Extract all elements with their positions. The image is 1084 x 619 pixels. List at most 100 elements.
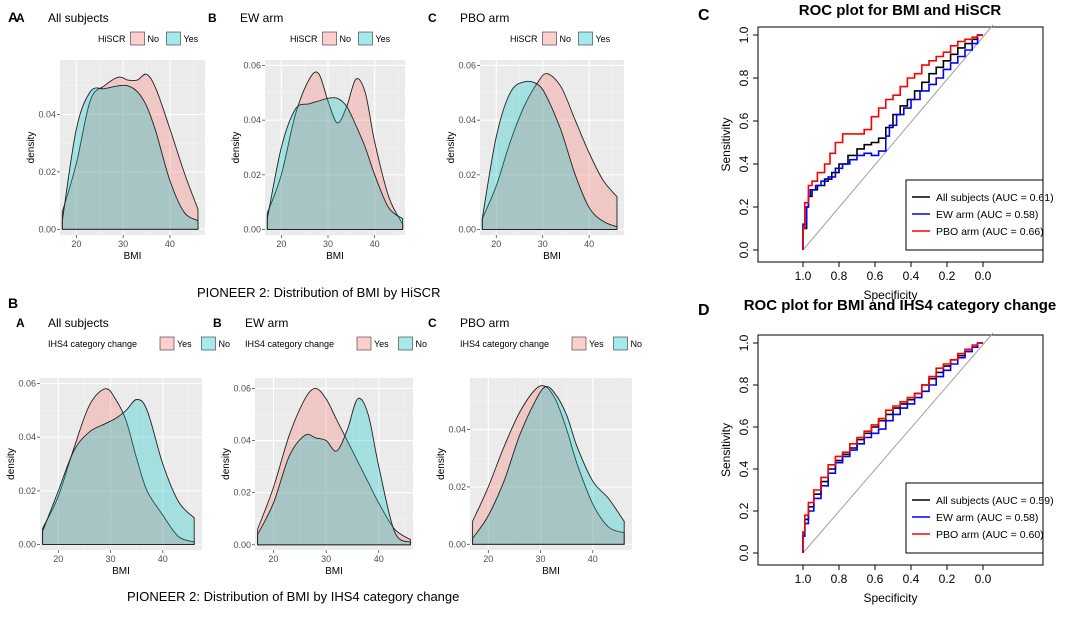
y-tick-label: 1.0 [737,26,751,43]
x-tick-label: 0.8 [831,269,848,283]
legend-key-yes [358,31,373,46]
plot-background [60,60,205,235]
x-tick-label: 0.6 [867,269,884,283]
density-panel-a-b: B EW arm HiSCR No Yes 20 30 40 0.00 0.02 0.04 0.06 B… [208,11,405,262]
section-label-a: A [8,9,18,25]
x-tick-label: 30 [323,239,333,249]
legend-label-no: No [340,34,352,44]
panel-letter: C [428,11,437,25]
x-tick-label: 0.4 [903,572,920,586]
legend-key-no [201,336,216,351]
x-tick-label: 20 [276,239,286,249]
x-tick-label: 30 [536,554,546,564]
legend-label-yes: Yes [596,34,611,44]
x-tick-label: 0.0 [975,572,992,586]
density-panel-b-c: C PBO arm IHS4 category change Yes No 20 30 40 0… [428,316,642,577]
density-area-yes [61,84,199,230]
roc-legend-label: PBO arm (AUC = 0.66) [936,226,1044,238]
x-tick-label: 30 [106,554,116,564]
y-tick-label: 0.04 [38,110,56,120]
legend-label-no: No [148,34,160,44]
legend-key-yes [571,336,587,351]
caption-top: PIONEER 2: Distribution of BMI by HiSCR [197,285,440,300]
y-tick-label: 1.0 [737,334,751,351]
plot-frame [757,26,1044,263]
roc-legend-box [905,482,1044,554]
x-axis-label: BMI [325,566,343,577]
y-tick-label: 0.04 [233,436,251,446]
y-tick-label: 0.00 [38,224,56,234]
y-tick-label: 0.02 [458,170,476,180]
y-tick-label: 0.4 [737,460,751,477]
panel-title: All subjects [48,316,109,330]
density-area-no [266,71,404,230]
roc-legend-label: All subjects (AUC = 0.61) [936,192,1054,204]
density-panel-a-a: A All subjects HiSCR No Yes 20 30 40 0.00 0.02 0.0… [16,11,205,262]
density-area-no [61,73,199,230]
density-area-yes [266,97,404,230]
legend-label-yes: Yes [376,34,391,44]
y-axis-label: Sensitivity [719,423,733,477]
y-axis-label: density [221,448,232,480]
x-axis-label: Specificity [863,591,917,605]
legend-label-no: No [631,339,643,349]
y-tick-label: 0.04 [243,115,261,125]
y-axis-label: Sensitivity [719,117,733,171]
density-area-no [472,386,625,545]
reference-diagonal [802,332,994,554]
panel-letter: C [698,7,710,24]
x-axis-label: BMI [124,251,142,262]
y-tick-label: 0.00 [448,539,466,549]
charts-layer: A All subjects HiSCR No Yes 20 30 40 0.00 0.02 0.0… [6,2,1056,605]
y-tick-label: 0.6 [737,112,751,129]
panel-title: PBO arm [460,11,509,25]
legend-title: IHS4 category change [48,339,137,349]
legend-key-no [322,31,337,46]
density-area-yes [257,387,411,546]
x-tick-label: 20 [483,554,493,564]
x-tick-label: 0.6 [867,572,884,586]
panel-title: EW arm [240,11,283,25]
legend-title: IHS4 category change [460,339,549,349]
y-tick-label: 0.2 [737,502,751,519]
panel-letter: A [16,316,25,330]
x-tick-label: 20 [268,554,278,564]
y-axis-label: density [26,132,37,164]
y-tick-label: 0.04 [18,432,36,442]
density-panel-b-a: A All subjects IHS4 category change Yes No 20… [6,316,230,577]
density-area-yes [472,385,625,545]
panel-title: EW arm [245,316,288,330]
y-tick-label: 0.02 [448,482,466,492]
x-tick-label: 30 [321,554,331,564]
y-tick-label: 0.04 [448,425,466,435]
legend-key-no [613,336,628,351]
y-tick-label: 0.0 [737,241,751,258]
x-tick-label: 0.0 [975,269,992,283]
y-tick-label: 0.8 [737,376,751,393]
y-tick-label: 0.00 [18,540,36,550]
roc-legend-label: EW arm (AUC = 0.58) [936,512,1038,524]
legend-label-yes: Yes [177,339,192,349]
x-axis-label: Specificity [863,288,917,302]
y-axis-label: density [436,448,447,480]
y-tick-label: 0.06 [18,378,36,388]
x-tick-label: 40 [370,239,380,249]
density-area-no [257,397,411,546]
legend-label-no: No [219,339,231,349]
x-tick-label: 40 [158,554,168,564]
panel-letter: C [428,316,437,330]
y-tick-label: 0.6 [737,418,751,435]
caption-bottom: PIONEER 2: Distribution of BMI by IHS4 c… [127,589,459,604]
y-tick-label: 0.2 [737,198,751,215]
panel-letter: D [698,302,710,319]
x-tick-label: 0.8 [831,572,848,586]
x-tick-label: 20 [53,554,63,564]
y-tick-label: 0.00 [233,540,251,550]
legend-title: HiSCR [510,34,538,44]
roc-legend-label: All subjects (AUC = 0.59) [936,495,1054,507]
y-tick-label: 0.06 [458,60,476,70]
roc-panel-c: C ROC plot for BMI and HiSCR 1.0 0.8 0.6 0.4 0… [698,2,1054,302]
legend-key-yes [166,31,181,46]
y-tick-label: 0.4 [737,155,751,172]
